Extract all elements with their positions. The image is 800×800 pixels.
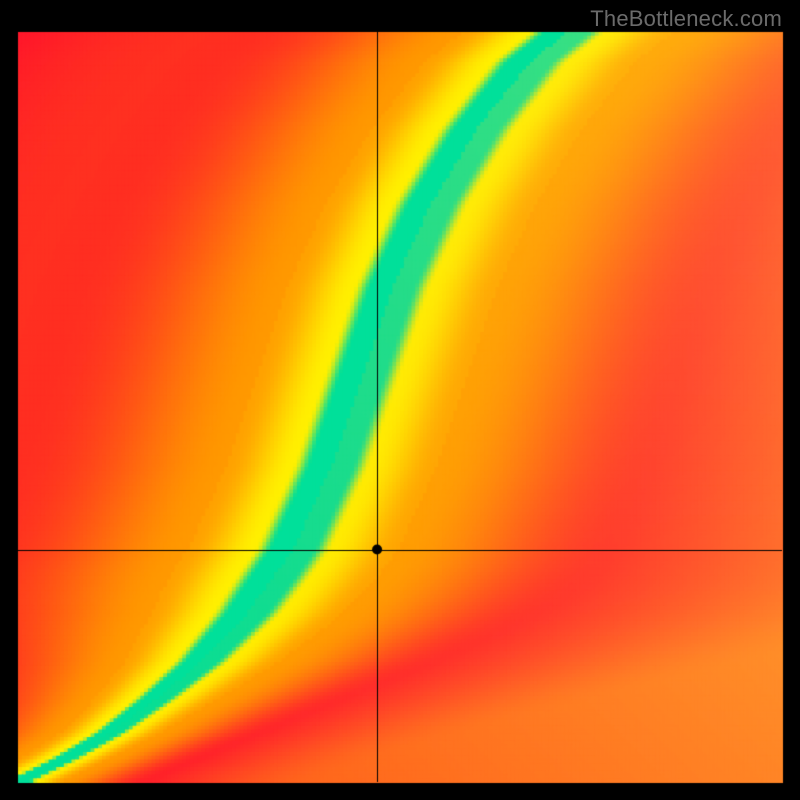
watermark-label: TheBottleneck.com <box>590 6 782 32</box>
chart-container: TheBottleneck.com <box>0 0 800 800</box>
heatmap-canvas <box>0 0 800 800</box>
